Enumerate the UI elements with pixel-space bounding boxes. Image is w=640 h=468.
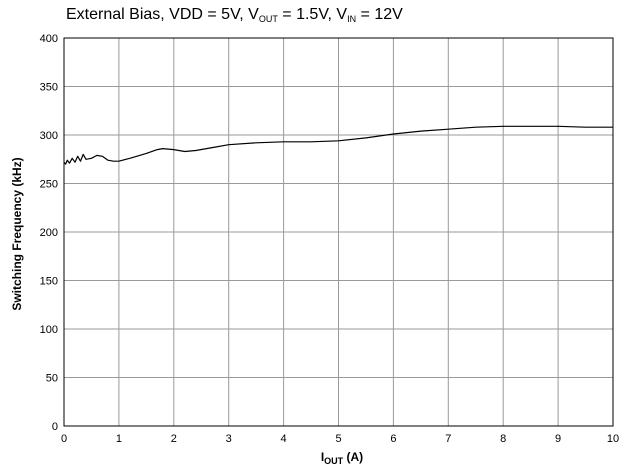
x-tick-label: 5 — [335, 433, 341, 445]
y-tick-label: 100 — [40, 324, 58, 336]
y-tick-label: 350 — [40, 82, 58, 94]
series-group — [63, 125, 613, 165]
y-tick-label: 0 — [52, 421, 58, 433]
x-tick-label: 0 — [61, 433, 67, 445]
x-tick-labels: 0 1 2 3 4 5 6 7 8 9 10 — [61, 433, 619, 445]
y-tick-label: 250 — [40, 179, 58, 191]
plot-frame — [63, 37, 614, 427]
x-tick-label: 10 — [607, 433, 619, 445]
y-tick-labels: 0 50 100 150 200 250 300 350 400 — [40, 33, 58, 433]
x-tick-label: 4 — [281, 433, 287, 445]
y-tick-label: 300 — [40, 130, 58, 142]
chart-title: External Bias, VDD = 5V, VOUT = 1.5V, VI… — [66, 6, 403, 24]
x-tick-label: 3 — [226, 433, 232, 445]
y-tick-label: 50 — [46, 373, 58, 385]
y-tick-label: 400 — [40, 33, 58, 45]
series-line — [63, 125, 613, 165]
y-tick-label: 200 — [40, 227, 58, 239]
x-tick-label: 6 — [390, 433, 396, 445]
x-axis-label: IOUT (A) — [320, 450, 364, 466]
x-tick-label: 8 — [500, 433, 506, 445]
x-tick-label: 1 — [116, 433, 122, 445]
x-tick-label: 9 — [555, 433, 561, 445]
grid-lines — [63, 37, 614, 427]
y-tick-label: 150 — [40, 276, 58, 288]
x-tick-label: 2 — [171, 433, 177, 445]
x-tick-label: 7 — [445, 433, 451, 445]
